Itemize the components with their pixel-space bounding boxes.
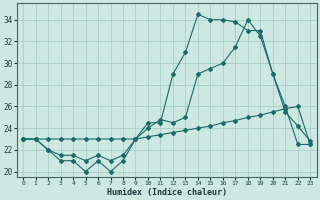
X-axis label: Humidex (Indice chaleur): Humidex (Indice chaleur) (107, 188, 227, 197)
